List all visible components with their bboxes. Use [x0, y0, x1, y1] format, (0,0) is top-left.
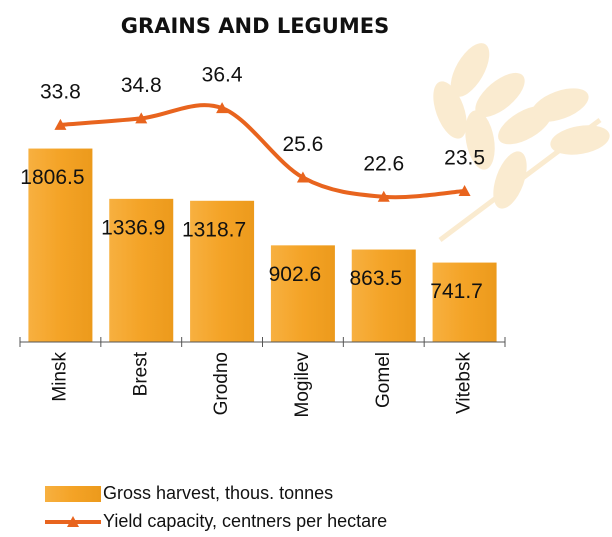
legend-swatch — [45, 486, 101, 502]
x-tick-label: Mogilev — [292, 352, 313, 418]
bar-value-label: 1336.9 — [101, 216, 165, 239]
chart-title: GRAINS AND LEGUMES — [121, 14, 389, 38]
x-tick-label: Gomel — [373, 352, 394, 408]
line-value-label: 36.4 — [202, 64, 243, 87]
x-tick-label: Minsk — [49, 352, 70, 402]
line-value-label: 34.8 — [121, 74, 162, 97]
bar-value-label: 741.7 — [430, 280, 483, 303]
x-tick-label: Brest — [130, 351, 151, 396]
x-tick-label: Vitebsk — [454, 352, 475, 414]
bar — [271, 245, 335, 342]
line — [60, 105, 464, 197]
line-value-label: 25.6 — [282, 133, 323, 156]
chart: GRAINS AND LEGUMES 1806.5 1336.9 1318.7 902… — [0, 0, 612, 537]
line-value-label: 23.5 — [444, 147, 485, 170]
x-tick-label: Grodno — [211, 352, 232, 415]
bar — [352, 250, 416, 342]
bar-value-label: 1806.5 — [20, 166, 84, 189]
bar-value-label: 1318.7 — [182, 218, 246, 241]
line-value-label: 33.8 — [40, 80, 81, 103]
legend-label: Gross harvest, thous. tonnes — [103, 483, 333, 503]
wheat-decoration — [427, 37, 612, 240]
bar-value-label: 902.6 — [269, 263, 322, 286]
line-value-label: 22.6 — [363, 152, 404, 175]
bar-value-label: 863.5 — [349, 267, 402, 290]
legend-label: Yield capacity, centners per hectare — [103, 511, 387, 531]
